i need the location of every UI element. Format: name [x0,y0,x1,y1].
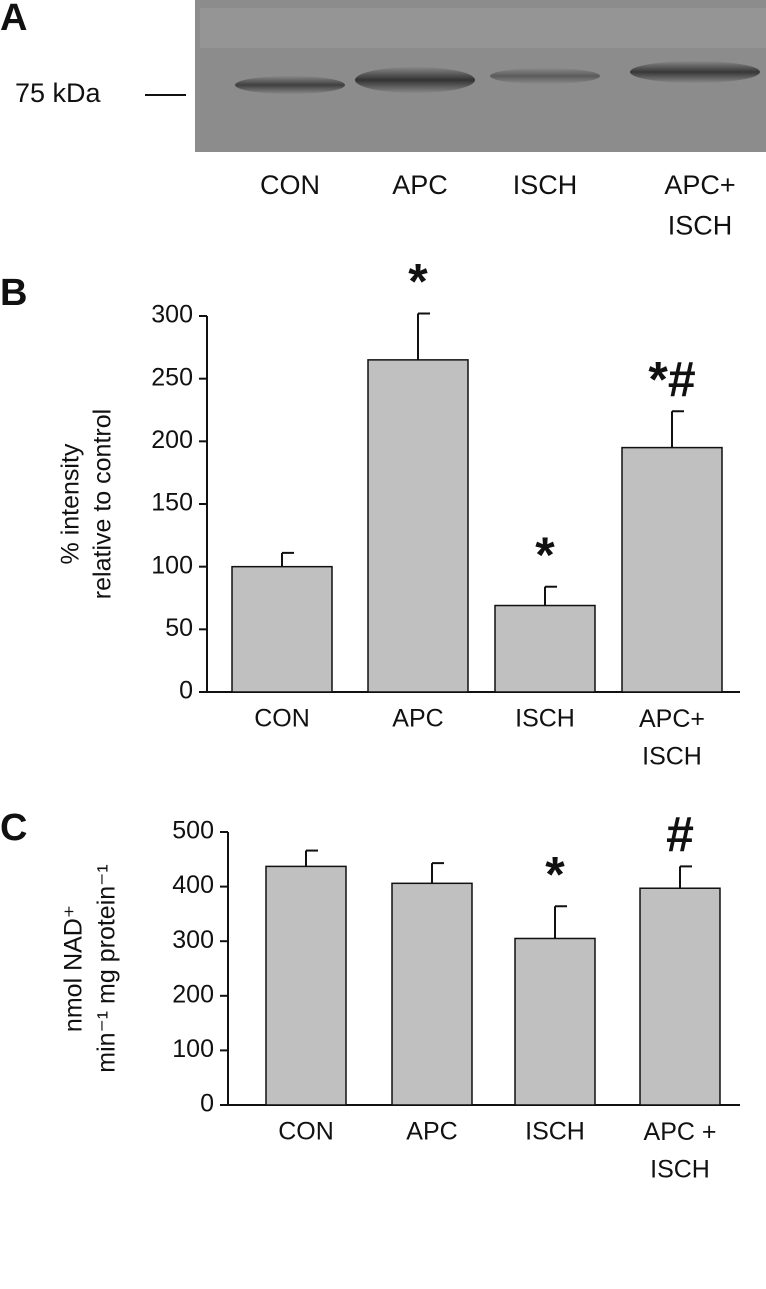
x-tick-label: ISCH [525,1118,585,1146]
bar [231,565,333,693]
x-tick-label: APC [392,705,443,733]
bar [391,882,473,1106]
panel-label: A [0,0,27,39]
lane-label: CON [260,170,320,200]
size-marker: 75 kDa [15,78,102,108]
y-tick-label: 100 [151,551,193,579]
y-tick-label: 0 [179,677,193,705]
y-axis-label: min⁻¹ mg protein⁻¹ [93,864,121,1072]
blot-band [355,67,475,93]
y-tick-label: 0 [200,1090,214,1118]
blot-band [490,68,600,84]
blot-shade [200,8,766,48]
y-tick-label: 200 [151,426,193,454]
x-tick-label: APC [406,1118,457,1146]
blot-band [235,76,345,94]
bar [265,865,347,1106]
x-tick-label: CON [278,1118,334,1146]
lane-label: ISCH [513,170,578,200]
significance-mark: * [535,527,555,583]
significance-mark: # [666,807,694,863]
blot-band [630,61,760,83]
x-tick-label: CON [254,705,310,733]
bar [494,604,596,693]
x-tick-label: ISCH [515,705,575,733]
significance-mark: * [408,254,428,310]
y-axis-label: nmol NAD⁺ [60,905,88,1032]
lane-label: APC+ ISCH [664,170,735,241]
bar [514,937,596,1106]
y-axis-label: relative to control [89,409,117,599]
y-tick-label: 500 [172,817,214,845]
lane-label: APC [392,170,448,200]
y-tick-label: 200 [172,980,214,1008]
y-tick-label: 300 [151,301,193,329]
bar [621,446,723,693]
significance-mark: * [545,846,565,902]
panel-label: C [0,807,27,849]
y-axis-label: % intensity [57,443,85,564]
x-tick-label: APC + ISCH [644,1118,717,1184]
y-tick-label: 400 [172,871,214,899]
bar [367,359,469,693]
y-tick-label: 100 [172,1035,214,1063]
y-tick-label: 300 [172,926,214,954]
y-tick-label: 150 [151,489,193,517]
y-tick-label: 50 [165,614,193,642]
panel-label: B [0,272,27,314]
x-tick-label: APC+ ISCH [639,705,705,771]
significance-mark: *# [648,351,695,407]
y-tick-label: 250 [151,363,193,391]
bar [639,887,721,1106]
